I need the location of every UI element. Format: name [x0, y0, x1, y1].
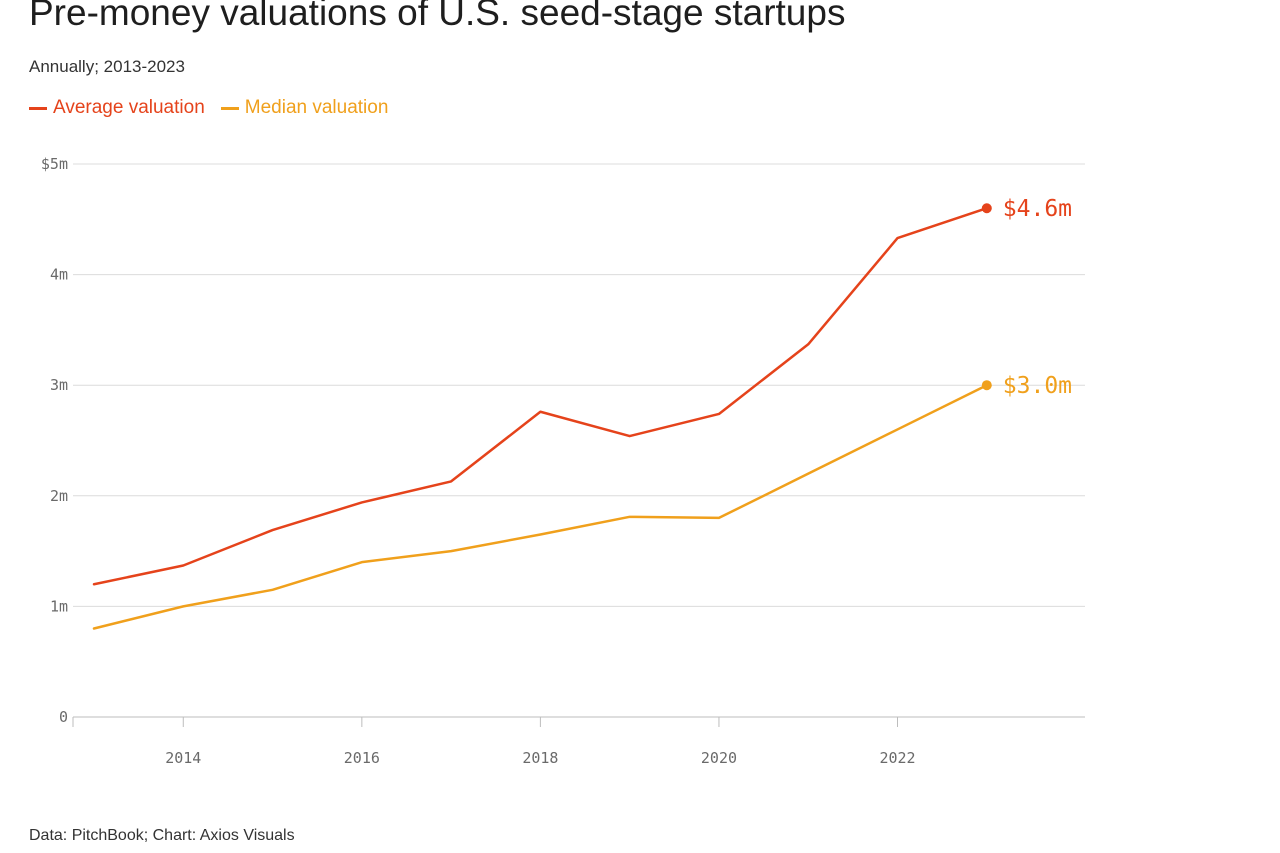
x-tick-label-0: 2014: [165, 749, 201, 767]
y-tick-label-1: 1m: [50, 597, 68, 615]
legend-swatch-average: [29, 106, 47, 110]
end-point-median: [981, 380, 992, 391]
chart-title: Pre-money valuations of U.S. seed-stage …: [29, 0, 846, 33]
legend-item-median: Median valuation: [220, 96, 389, 120]
chart-subtitle: Annually; 2013-2023: [29, 57, 185, 76]
series-line-median: [92, 383, 989, 630]
chart-legend: Average valuation Median valuation: [29, 96, 404, 120]
legend-swatch-median: [220, 106, 239, 110]
x-tick-label-1: 2016: [344, 749, 380, 767]
legend-label-median: Median valuation: [244, 97, 389, 118]
y-tick-label-0: 0: [59, 708, 68, 726]
x-tick-label-3: 2020: [701, 749, 737, 767]
y-tick-label-2: 2m: [50, 487, 68, 505]
series-line-average: [92, 206, 989, 586]
chart-source-note: Data: PitchBook; Chart: Axios Visuals: [29, 827, 295, 844]
legend-item-average: Average valuation: [29, 96, 205, 120]
end-point-average: [981, 203, 992, 214]
y-tick-label-3: 3m: [50, 376, 68, 394]
y-tick-label-5: $5m: [41, 155, 68, 173]
x-tick-label-2: 2018: [522, 749, 558, 767]
x-tick-label-4: 2022: [879, 749, 915, 767]
end-label-median: $3.0m: [1003, 373, 1072, 399]
end-label-average: $4.6m: [1003, 196, 1072, 222]
y-tick-label-4: 4m: [50, 266, 68, 284]
legend-label-average: Average valuation: [53, 97, 205, 118]
